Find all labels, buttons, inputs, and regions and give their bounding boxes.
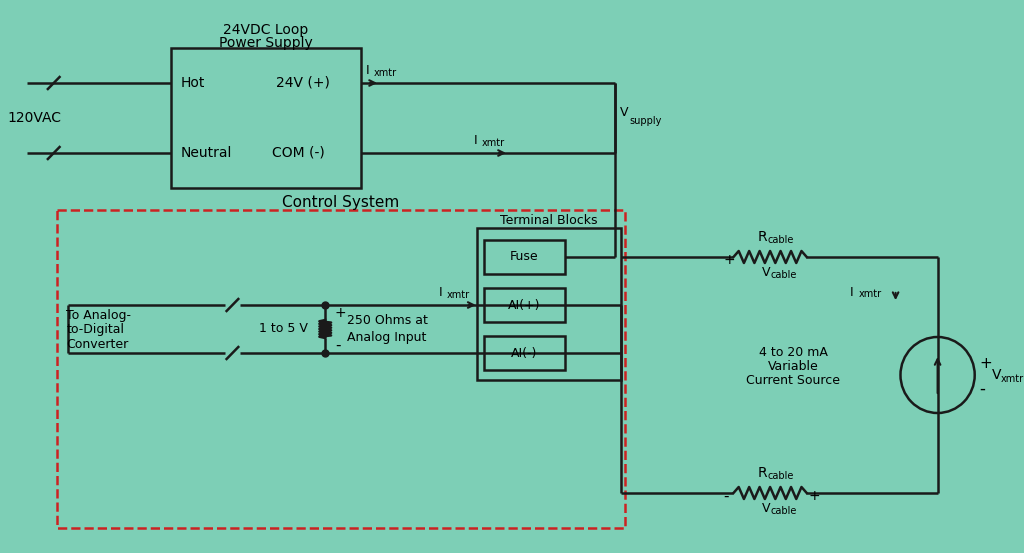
Text: -: - (335, 337, 341, 352)
Text: 250 Ohms at: 250 Ohms at (347, 315, 428, 327)
Text: I: I (850, 285, 853, 299)
Text: Terminal Blocks: Terminal Blocks (500, 213, 598, 227)
Bar (171, 48, 361, 188)
Text: 4 to 20 mA: 4 to 20 mA (759, 347, 827, 359)
Bar (56, 210, 625, 528)
Text: I: I (474, 134, 477, 148)
Bar (484, 240, 564, 274)
Text: +: + (335, 306, 346, 320)
Text: Fuse: Fuse (510, 251, 539, 263)
Text: 24V (+): 24V (+) (276, 76, 331, 90)
Text: V: V (992, 368, 1001, 382)
Text: +: + (980, 356, 992, 371)
Bar (484, 288, 564, 322)
Text: xmtr: xmtr (446, 290, 469, 300)
Text: -: - (980, 380, 985, 398)
Text: I: I (367, 65, 370, 77)
Text: 1 to 5 V: 1 to 5 V (259, 322, 307, 336)
Text: R: R (758, 466, 768, 480)
Text: Control System: Control System (283, 195, 399, 210)
Text: 24VDC Loop: 24VDC Loop (223, 23, 308, 37)
Text: +: + (809, 489, 820, 503)
Text: -: - (724, 488, 729, 503)
Text: Power Supply: Power Supply (219, 36, 312, 50)
Bar (476, 228, 622, 380)
Text: xmtr: xmtr (374, 68, 397, 78)
Text: cable: cable (768, 471, 794, 481)
Text: R: R (758, 230, 768, 244)
Text: xmtr: xmtr (481, 138, 505, 148)
Text: I: I (438, 286, 442, 300)
Text: AI(-): AI(-) (511, 347, 538, 359)
Text: Converter: Converter (67, 338, 129, 352)
Bar (484, 336, 564, 370)
Text: V: V (621, 107, 629, 119)
Text: V: V (762, 502, 770, 514)
Text: Current Source: Current Source (746, 374, 840, 388)
Text: COM (-): COM (-) (271, 146, 325, 160)
Text: cable: cable (771, 270, 797, 280)
Text: to-Digital: to-Digital (67, 324, 124, 336)
Text: xmtr: xmtr (858, 289, 882, 299)
Text: 120VAC: 120VAC (8, 111, 61, 125)
Text: xmtr: xmtr (1001, 374, 1024, 384)
Text: supply: supply (629, 116, 662, 126)
Text: V: V (762, 265, 770, 279)
Text: Variable: Variable (768, 361, 818, 373)
Text: +: + (724, 253, 735, 267)
Text: Analog Input: Analog Input (347, 331, 426, 343)
Text: Hot: Hot (180, 76, 205, 90)
Text: To Analog-: To Analog- (67, 309, 131, 321)
Text: AI(+): AI(+) (508, 299, 541, 311)
Text: cable: cable (771, 506, 797, 516)
Text: cable: cable (768, 235, 794, 245)
Text: Neutral: Neutral (180, 146, 232, 160)
